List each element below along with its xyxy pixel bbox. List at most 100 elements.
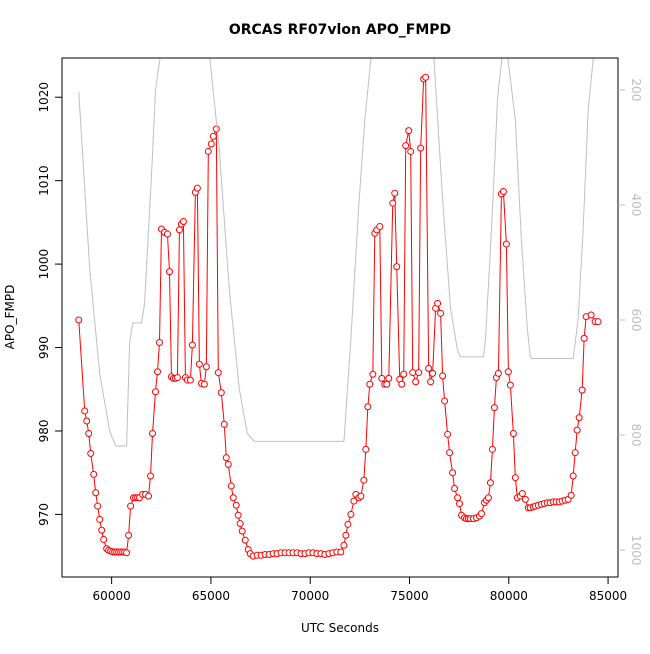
- data-point: [391, 189, 399, 197]
- data-point: [412, 378, 420, 386]
- data-point: [444, 430, 452, 438]
- data-point: [456, 500, 464, 508]
- data-point: [195, 360, 203, 368]
- data-point: [149, 429, 157, 437]
- data-point: [366, 380, 374, 388]
- data-point: [209, 132, 217, 140]
- plot-frame: [61, 57, 619, 578]
- y-tick-label: 1010: [37, 165, 51, 196]
- x-tick-label: 70000: [291, 589, 329, 603]
- data-point: [94, 502, 102, 510]
- data-point: [193, 184, 201, 192]
- data-point: [409, 369, 417, 377]
- data-point: [152, 388, 160, 396]
- data-point: [484, 494, 492, 502]
- data-point: [441, 397, 449, 405]
- data-point: [155, 339, 163, 347]
- data-point: [451, 485, 459, 493]
- data-point: [437, 309, 445, 317]
- data-point: [360, 476, 368, 484]
- data-point: [415, 369, 423, 377]
- data-point: [578, 386, 586, 394]
- data-point: [364, 403, 372, 411]
- x-axis-label: UTC Seconds: [301, 621, 379, 635]
- data-point: [92, 489, 100, 497]
- data-point: [238, 527, 246, 535]
- data-point: [83, 417, 91, 425]
- data-point: [96, 515, 104, 523]
- data-point: [145, 492, 153, 500]
- y2-tick-label: 600: [629, 309, 643, 332]
- data-point: [85, 429, 93, 437]
- data-point: [236, 520, 244, 528]
- data-point: [454, 494, 462, 502]
- data-point: [204, 147, 212, 155]
- y2-tick-label: 400: [629, 193, 643, 216]
- data-point: [369, 370, 377, 378]
- data-point: [81, 407, 89, 415]
- data-point: [350, 497, 358, 505]
- data-point: [217, 389, 225, 397]
- data-point: [344, 520, 352, 528]
- data-point: [383, 380, 391, 388]
- data-point: [446, 449, 454, 457]
- chart-title: ORCAS RF07vlon APO_FMPD: [229, 22, 451, 38]
- data-point: [587, 311, 595, 319]
- data-point: [594, 318, 602, 326]
- data-point: [580, 334, 588, 342]
- data-point: [153, 368, 161, 376]
- data-point: [422, 73, 430, 81]
- data-point: [173, 374, 181, 382]
- data-point: [427, 378, 435, 386]
- series-line: [78, 58, 594, 447]
- data-point: [98, 526, 106, 534]
- y-tick-label: 980: [37, 420, 51, 443]
- data-point: [207, 140, 215, 148]
- data-point: [569, 472, 577, 480]
- data-point: [127, 502, 135, 510]
- data-point: [347, 510, 355, 518]
- data-point: [402, 142, 410, 150]
- data-point: [90, 470, 98, 478]
- x-tick-label: 60000: [93, 589, 131, 603]
- data-point: [220, 420, 228, 428]
- data-point: [449, 469, 457, 477]
- data-point: [434, 299, 442, 307]
- plot-area: [75, 58, 602, 560]
- data-point: [575, 414, 583, 422]
- data-point: [227, 482, 235, 490]
- data-point: [486, 479, 494, 487]
- data-point: [186, 376, 194, 384]
- data-point: [504, 368, 512, 376]
- data-point: [234, 511, 242, 519]
- data-point: [340, 541, 348, 549]
- data-point: [490, 404, 498, 412]
- data-point: [212, 125, 220, 133]
- data-point: [362, 445, 370, 453]
- data-point: [100, 535, 108, 543]
- data-point: [87, 450, 95, 458]
- data-point: [425, 364, 433, 372]
- data-point: [511, 474, 519, 482]
- data-point: [567, 491, 575, 499]
- data-point: [337, 548, 345, 556]
- data-point: [357, 492, 365, 500]
- data-point: [389, 199, 397, 207]
- data-point: [175, 226, 183, 234]
- y2-tick-label: 200: [629, 78, 643, 101]
- data-point: [202, 363, 210, 371]
- y-axis-label: APO_FMPD: [3, 285, 17, 350]
- data-point: [506, 381, 514, 389]
- series-layer: [75, 58, 602, 560]
- data-point: [499, 188, 507, 196]
- data-point: [385, 374, 393, 382]
- data-point: [400, 370, 408, 378]
- data-point: [214, 369, 222, 377]
- data-point: [571, 449, 579, 457]
- data-point: [502, 240, 510, 248]
- data-point: [241, 536, 249, 544]
- data-point: [573, 426, 581, 434]
- x-tick-label: 80000: [490, 589, 528, 603]
- data-point: [439, 372, 447, 380]
